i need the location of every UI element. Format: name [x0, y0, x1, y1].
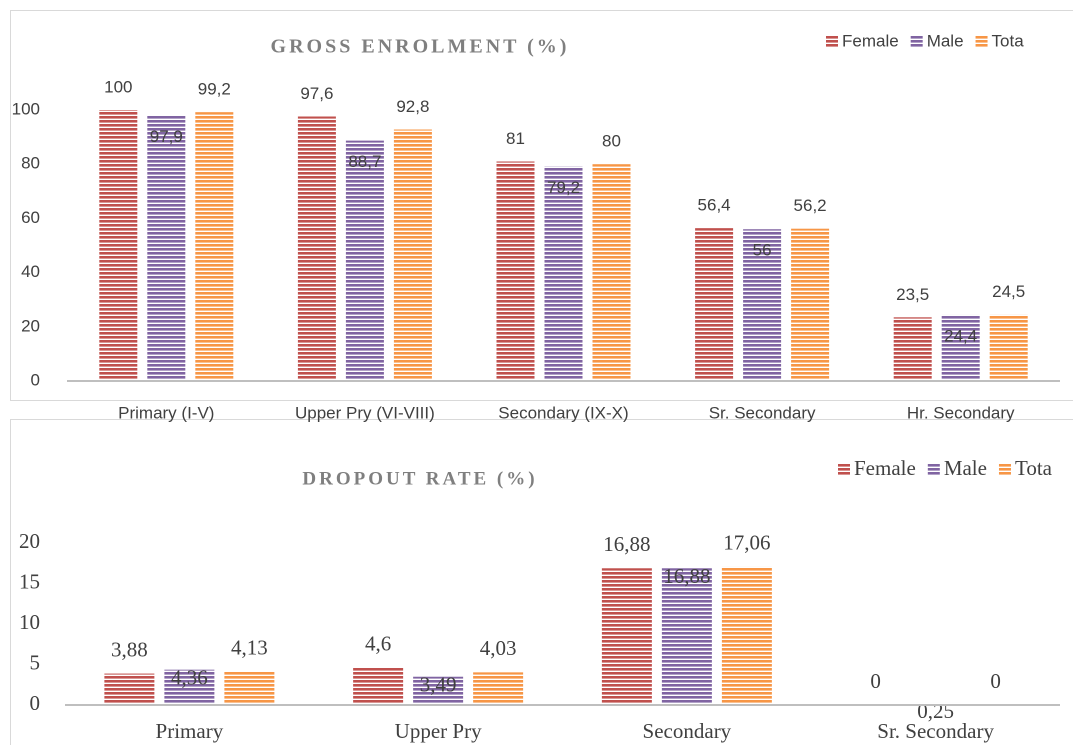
legend-label: Male: [944, 456, 987, 480]
bar: [496, 161, 535, 381]
data-label: 56,2: [794, 196, 827, 215]
data-label: 23,5: [896, 285, 929, 304]
bar: [104, 673, 155, 705]
data-label: 3,88: [111, 637, 148, 661]
bar: [893, 317, 932, 381]
bar: [910, 702, 961, 705]
x-tick-label: Sr. Secondary: [709, 403, 816, 422]
data-label: 24,5: [992, 282, 1025, 301]
legend-label: Female: [842, 31, 899, 50]
data-label: 99,2: [198, 80, 231, 99]
y-tick-label: 20: [21, 316, 40, 335]
legend-swatch: [998, 464, 1011, 476]
data-label: 81: [506, 129, 525, 148]
bar: [601, 568, 652, 705]
legend-swatch: [927, 464, 940, 476]
bar: [592, 164, 631, 381]
y-tick-label: 5: [30, 650, 41, 674]
legend-swatch: [975, 36, 988, 48]
bar: [695, 228, 734, 381]
y-tick-label: 20: [19, 529, 40, 553]
data-label: 4,36: [171, 665, 208, 689]
x-tick-label: Hr. Secondary: [907, 403, 1015, 422]
data-label: 56,4: [698, 196, 731, 215]
data-label: 16,88: [603, 532, 650, 556]
legend-label: Female: [854, 456, 916, 480]
bar: [345, 140, 384, 381]
data-label: 0: [870, 669, 881, 693]
bar: [743, 229, 782, 381]
data-label: 92,8: [396, 97, 429, 116]
data-label: 0: [990, 669, 1001, 693]
bar: [473, 672, 524, 705]
chart-title: GROSS ENROLMENT (%): [271, 36, 570, 58]
legend-label: Tota: [992, 31, 1025, 50]
x-tick-label: Primary (I-V): [118, 403, 214, 422]
bar: [195, 112, 234, 381]
data-label: 24,4: [944, 326, 977, 345]
data-label: 88,7: [348, 152, 381, 171]
data-label: 0,25: [917, 699, 954, 723]
x-tick-label: Primary: [156, 719, 224, 743]
data-label: 4,13: [231, 635, 268, 659]
x-tick-label: Secondary (IX-X): [498, 403, 628, 422]
legend-label: Male: [927, 31, 964, 50]
bar: [941, 314, 980, 381]
data-label: 4,03: [480, 636, 517, 660]
bar: [661, 568, 712, 705]
bar: [544, 166, 583, 381]
y-tick-label: 10: [19, 610, 40, 634]
bar: [791, 228, 830, 381]
y-tick-label: 80: [21, 154, 40, 173]
y-tick-label: 15: [19, 569, 40, 593]
y-tick-label: 100: [12, 99, 40, 118]
bar: [99, 110, 138, 381]
y-tick-label: 0: [31, 370, 40, 389]
y-tick-label: 40: [21, 262, 40, 281]
data-label: 17,06: [723, 531, 770, 555]
data-label: 80: [602, 132, 621, 151]
bar: [721, 566, 772, 705]
legend-swatch: [910, 36, 923, 48]
bar: [413, 676, 464, 705]
bar: [297, 116, 336, 381]
bar: [164, 669, 215, 705]
x-tick-label: Secondary: [643, 719, 732, 743]
data-label: 79,2: [547, 178, 580, 197]
bar: [224, 671, 275, 705]
bar: [393, 129, 432, 381]
x-tick-label: Upper Pry: [395, 719, 482, 743]
legend-swatch: [826, 36, 838, 48]
data-label: 16,88: [663, 564, 710, 588]
bar: [989, 314, 1028, 381]
chart-title: DROPOUT RATE (%): [302, 468, 537, 489]
legend-swatch: [838, 464, 850, 476]
data-label: 56: [753, 241, 772, 260]
legend-label: Tota: [1015, 456, 1053, 480]
data-label: 4,6: [365, 632, 391, 656]
data-label: 100: [104, 77, 132, 96]
data-label: 3,49: [420, 673, 457, 697]
x-tick-label: Sr. Secondary: [877, 719, 994, 743]
data-label: 97,6: [300, 84, 333, 103]
bar: [147, 115, 186, 381]
data-label: 97,9: [150, 127, 183, 146]
bar: [353, 667, 404, 705]
y-tick-label: 60: [21, 208, 40, 227]
y-tick-label: 0: [30, 691, 41, 715]
x-tick-label: Upper Pry (VI-VIII): [295, 403, 435, 422]
